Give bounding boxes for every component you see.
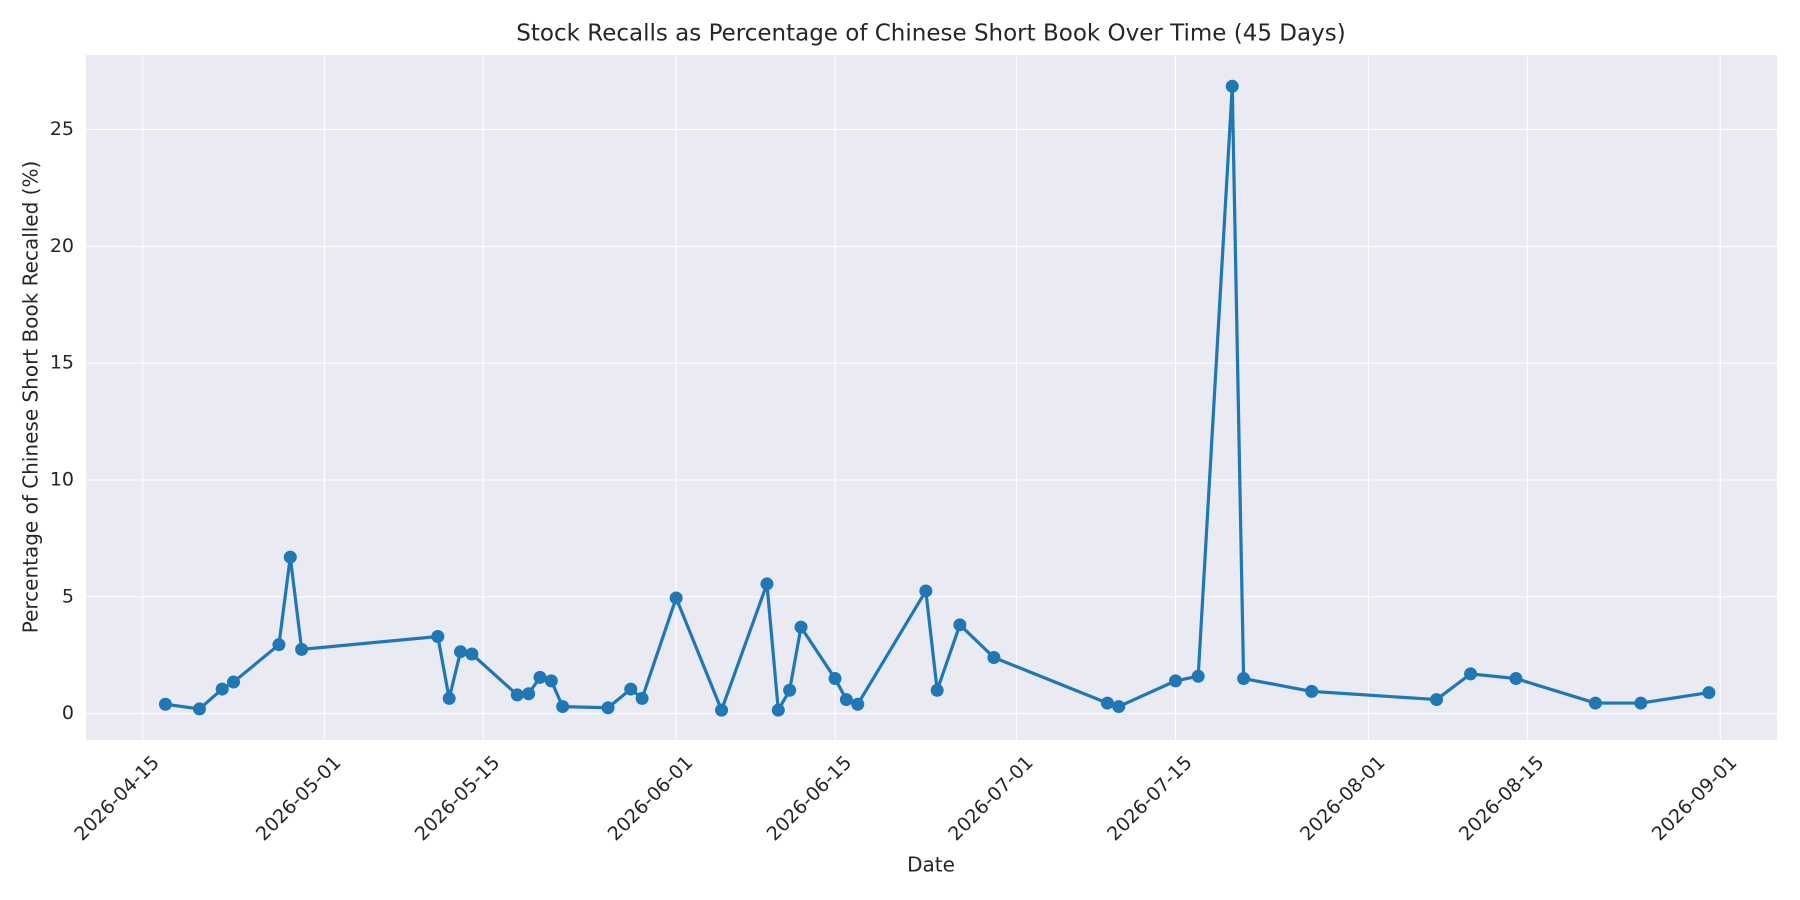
- point: [431, 630, 445, 644]
- point: [1237, 672, 1251, 686]
- y-tick-label: 10: [50, 468, 74, 490]
- point: [987, 651, 1001, 665]
- x-tick-label: 2026-05-01: [252, 752, 346, 846]
- x-tick-label: 2026-07-01: [944, 752, 1038, 846]
- point: [533, 670, 547, 684]
- point: [510, 688, 524, 702]
- x-tick-label: 2026-06-15: [763, 752, 857, 846]
- point: [522, 687, 536, 701]
- point: [771, 703, 785, 717]
- point: [828, 672, 842, 686]
- point: [851, 697, 865, 711]
- point: [227, 675, 241, 689]
- point: [635, 691, 649, 705]
- point: [442, 691, 456, 705]
- point: [1702, 686, 1716, 700]
- x-tick-label: 2026-07-15: [1103, 752, 1197, 846]
- point: [839, 693, 853, 707]
- point: [544, 674, 558, 688]
- x-tick-label: 2026-05-15: [411, 752, 505, 846]
- point: [1430, 693, 1444, 707]
- point: [454, 645, 468, 659]
- point: [624, 682, 638, 696]
- y-tick-label: 15: [50, 352, 74, 374]
- y-tick-label: 25: [50, 118, 74, 140]
- point: [1225, 79, 1239, 93]
- point: [794, 620, 808, 634]
- point: [272, 638, 286, 652]
- point: [192, 702, 206, 716]
- y-tick-label: 5: [62, 585, 74, 607]
- point: [158, 697, 172, 711]
- marks: [158, 79, 1716, 717]
- x-axis-label: Date: [907, 853, 955, 877]
- point: [715, 703, 729, 717]
- y-tick-label: 20: [50, 235, 74, 257]
- point: [283, 550, 297, 564]
- point: [1191, 669, 1205, 683]
- x-tick-label: 2026-06-01: [604, 752, 698, 846]
- point: [783, 683, 797, 697]
- point: [465, 647, 479, 661]
- point: [1169, 674, 1183, 688]
- point: [760, 577, 774, 591]
- point: [1588, 696, 1602, 710]
- plot-background: [86, 55, 1777, 740]
- chart-title: Stock Recalls as Percentage of Chinese S…: [516, 21, 1345, 47]
- point: [1634, 696, 1648, 710]
- x-tick-label: 2026-04-15: [70, 752, 164, 846]
- point: [1112, 700, 1126, 714]
- point: [919, 584, 933, 598]
- point: [215, 682, 229, 696]
- x-tick-label: 2026-08-01: [1296, 752, 1390, 846]
- point: [930, 683, 944, 697]
- point: [953, 618, 967, 632]
- y-axis-label: Percentage of Chinese Short Book Recalle…: [19, 161, 43, 634]
- point: [669, 591, 683, 605]
- y-tick-label: 0: [62, 702, 74, 724]
- x-tick-label: 2026-09-01: [1648, 752, 1742, 846]
- grid: [86, 55, 1777, 740]
- point: [1509, 672, 1523, 686]
- point: [295, 642, 309, 656]
- point: [556, 700, 570, 714]
- point: [1100, 696, 1114, 710]
- point: [601, 701, 615, 715]
- point: [1305, 684, 1319, 698]
- x-tick-label: 2026-08-15: [1455, 752, 1549, 846]
- point: [1464, 667, 1478, 681]
